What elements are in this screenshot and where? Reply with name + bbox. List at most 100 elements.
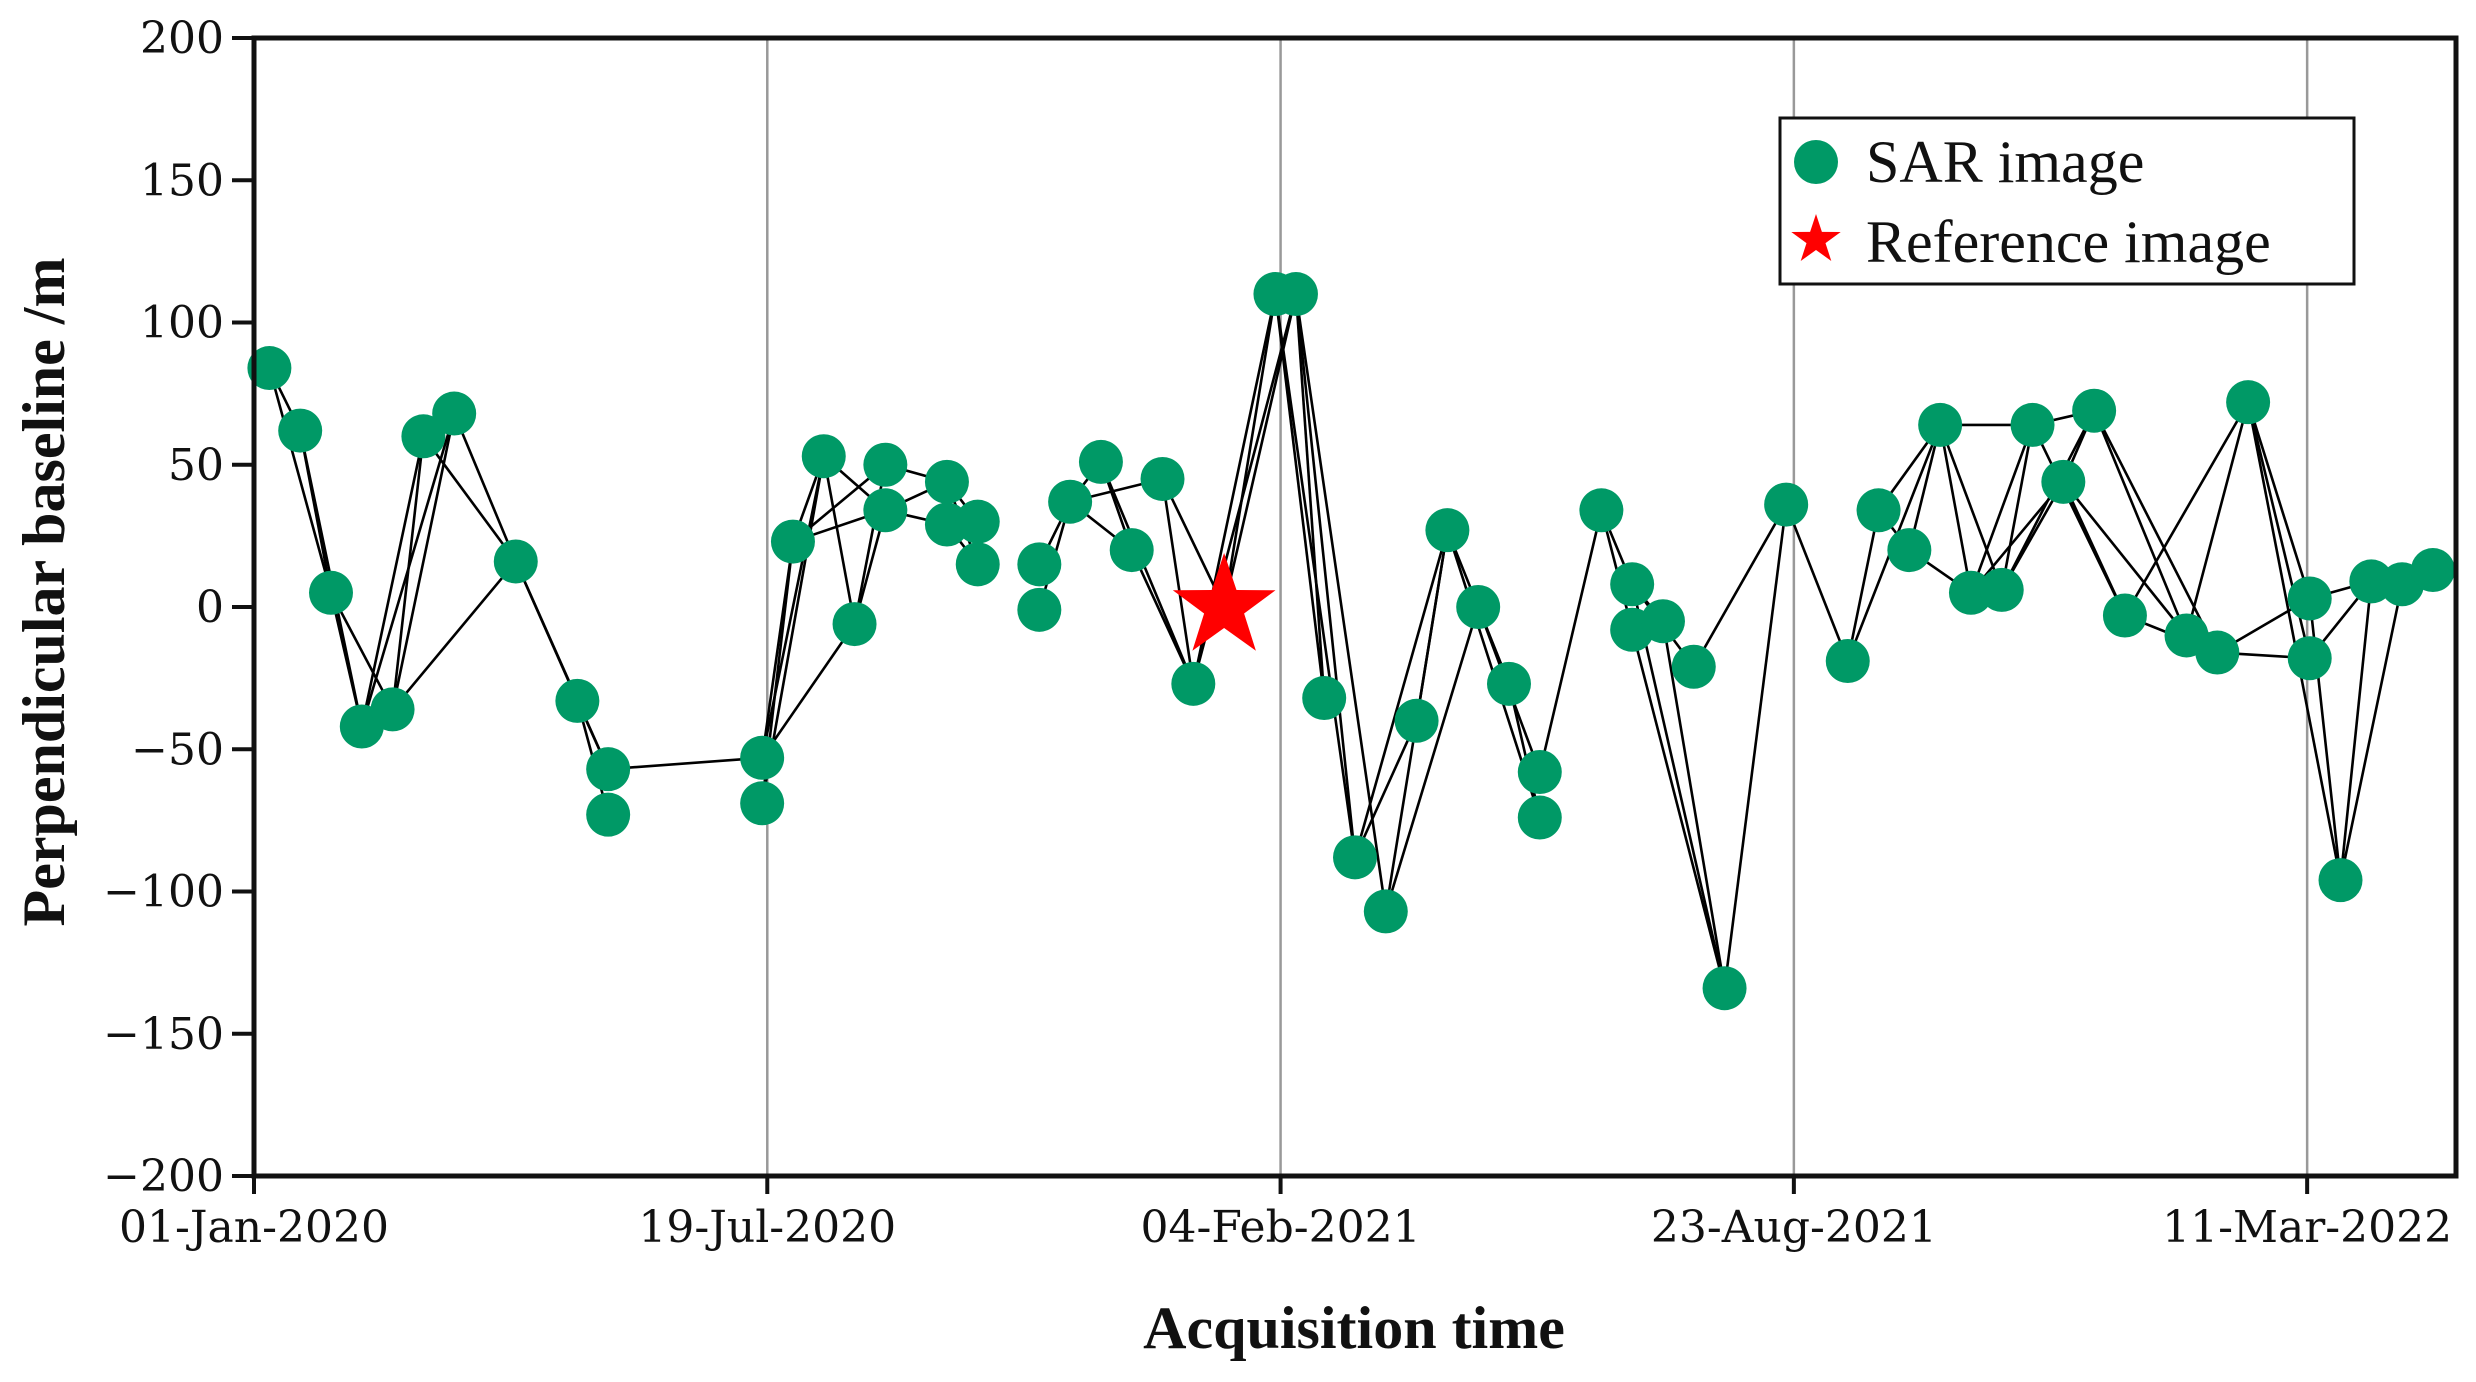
sar-image-point	[1017, 542, 1062, 587]
sar-image-point	[2041, 459, 2086, 504]
baseline-connection	[1938, 424, 1973, 594]
sar-image-point	[1979, 567, 2024, 612]
y-axis-title: Perpendicular baseline /m	[11, 258, 77, 927]
baseline-connection	[2246, 401, 2311, 659]
baseline-connection	[2185, 401, 2250, 636]
sar-image-point	[1825, 639, 1870, 684]
baseline-connection	[1099, 461, 1195, 685]
baseline-connection	[2246, 401, 2311, 599]
y-tick-label: −100	[103, 867, 224, 918]
sar-image-point	[1456, 585, 1501, 629]
baseline-connection	[2092, 410, 2219, 654]
baseline-connection	[2123, 401, 2250, 617]
baseline-connection	[1415, 529, 1449, 722]
baseline-connection	[2000, 424, 2034, 591]
sar-image-point	[1517, 795, 1562, 840]
baseline-connection	[1294, 293, 1388, 912]
baseline-connection	[822, 455, 856, 625]
legend-reference-marker	[1791, 214, 1841, 261]
sar-image-point	[955, 499, 1000, 544]
sar-image-point	[1171, 661, 1216, 706]
sar-image-point	[801, 434, 846, 479]
sar-image-point	[1017, 587, 1062, 632]
sar-image-point	[2410, 548, 2455, 593]
sar-image-point	[586, 792, 631, 837]
sar-image-point	[1109, 528, 1154, 573]
x-tick-label: 23-Aug-2021	[1651, 1202, 1937, 1253]
baseline-connection	[1294, 293, 1357, 858]
sar-image-point	[493, 539, 538, 584]
sar-image-point	[955, 542, 1000, 587]
baseline-connection	[1846, 510, 1880, 662]
x-tick-label: 01-Jan-2020	[119, 1202, 389, 1253]
baseline-connection	[1384, 606, 1480, 912]
x-tick-label: 11-Mar-2022	[2162, 1202, 2452, 1253]
sar-image-point	[2287, 576, 2332, 621]
baseline-connection	[2092, 410, 2188, 636]
sar-image-point	[1394, 698, 1439, 743]
baseline-connection	[2062, 481, 2127, 617]
sar-image-point	[2287, 636, 2332, 681]
baseline-connection	[1274, 293, 1326, 699]
baseline-connection	[1294, 293, 1326, 699]
sar-image-point	[1856, 488, 1901, 533]
baseline-connection	[1353, 720, 1418, 858]
sar-image-point	[1610, 562, 1655, 607]
legend-sar-marker	[1794, 140, 1838, 184]
baseline-connection	[608, 756, 763, 771]
baseline-connection	[1222, 293, 1277, 608]
baseline-connection	[1938, 424, 2003, 591]
baseline-connection	[1784, 504, 1849, 662]
x-axis-title: Acquisition time	[1143, 1295, 1565, 1361]
sar-image-point	[863, 442, 908, 487]
sar-image-point	[740, 781, 785, 826]
baseline-connection	[422, 435, 517, 563]
sar-image-point	[1078, 439, 1123, 484]
sar-image-point	[247, 346, 292, 391]
sar-image-point	[2226, 380, 2271, 425]
baseline-connection	[1161, 478, 1195, 685]
sar-image-point	[432, 391, 477, 436]
baseline-connection	[1222, 293, 1298, 608]
baseline-connection	[2339, 581, 2373, 881]
y-tick-label: −50	[131, 724, 224, 775]
sar-image-point	[2195, 630, 2240, 675]
legend-box	[1778, 116, 2356, 286]
sar-image-point	[586, 747, 631, 792]
sar-image-point	[2072, 388, 2117, 433]
sar-image-point	[1887, 528, 1932, 573]
baseline-connection	[1353, 529, 1449, 858]
sar-image-point	[1140, 456, 1185, 501]
sar-image-point	[832, 602, 877, 647]
sar-image-point	[770, 519, 815, 564]
sar-image-point	[1671, 644, 1716, 689]
data-points	[247, 272, 2455, 1011]
legend: SAR image Reference image	[1778, 116, 2356, 286]
baseline-connection	[360, 436, 425, 727]
baseline-connection	[2339, 583, 2404, 881]
baseline-connection	[329, 592, 364, 727]
sar-image-point	[1273, 272, 1318, 317]
sar-image-point	[555, 678, 600, 723]
sar-image-point	[401, 414, 446, 459]
legend-reference-label: Reference image	[1866, 209, 2271, 275]
sar-image-point	[863, 488, 908, 533]
x-tick-label: 19-Jul-2020	[638, 1202, 896, 1253]
sar-image-point	[2010, 402, 2055, 447]
baseline-connection	[1630, 583, 1726, 989]
sar-image-point	[924, 459, 969, 504]
reference-image-star	[1172, 553, 1276, 651]
y-tick-label: 0	[196, 582, 224, 633]
baseline-connection	[268, 367, 333, 594]
sar-image-point	[740, 735, 785, 780]
legend-sar-label: SAR image	[1866, 129, 2144, 195]
sar-image-point	[1486, 661, 1531, 706]
x-tick-label: 04-Feb-2021	[1141, 1202, 1421, 1253]
baseline-connection	[1538, 509, 1603, 773]
baseline-connection	[2246, 401, 2342, 881]
sar-image-point	[1425, 508, 1470, 553]
baseline-connection	[452, 413, 517, 562]
sar-image-point	[370, 687, 415, 732]
